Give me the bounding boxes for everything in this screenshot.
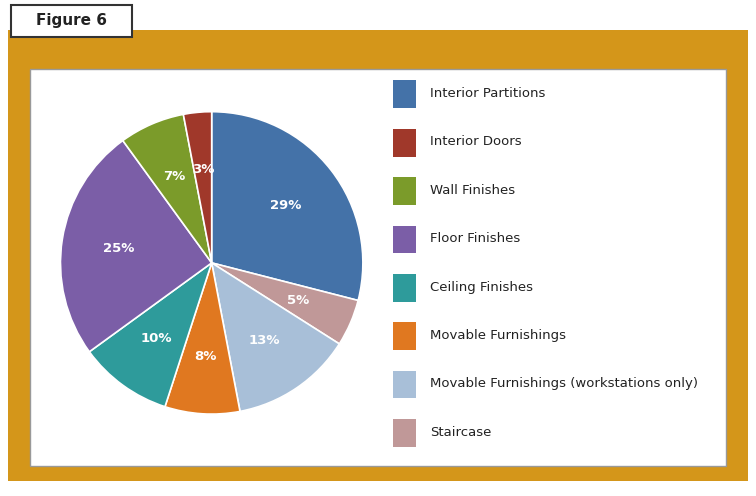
FancyBboxPatch shape [393, 419, 416, 447]
Text: Floor Finishes: Floor Finishes [429, 232, 520, 245]
Text: 13%: 13% [249, 334, 280, 347]
Text: 29%: 29% [270, 199, 302, 212]
Text: Movable Furnishings (workstations only): Movable Furnishings (workstations only) [429, 377, 698, 390]
Wedge shape [165, 263, 240, 414]
FancyBboxPatch shape [30, 69, 726, 466]
Wedge shape [212, 112, 363, 301]
Text: Interior Partitions: Interior Partitions [429, 87, 545, 100]
Wedge shape [122, 115, 212, 263]
Text: 3%: 3% [192, 163, 214, 176]
Wedge shape [212, 263, 339, 411]
FancyBboxPatch shape [393, 80, 416, 108]
Text: Movable Furnishings: Movable Furnishings [429, 329, 565, 342]
Wedge shape [60, 140, 212, 352]
Wedge shape [212, 263, 358, 344]
Wedge shape [184, 112, 212, 263]
FancyBboxPatch shape [393, 129, 416, 157]
Text: Ceiling Finishes: Ceiling Finishes [429, 281, 533, 294]
FancyBboxPatch shape [11, 5, 132, 37]
Text: 7%: 7% [163, 170, 185, 184]
Text: 10%: 10% [141, 332, 172, 345]
FancyBboxPatch shape [393, 371, 416, 398]
Text: 25%: 25% [104, 242, 135, 255]
Text: Interior Doors: Interior Doors [429, 135, 521, 148]
FancyBboxPatch shape [8, 30, 748, 481]
FancyBboxPatch shape [393, 322, 416, 350]
Text: 5%: 5% [287, 294, 309, 307]
Text: Figure 6: Figure 6 [36, 13, 107, 28]
FancyBboxPatch shape [393, 274, 416, 302]
FancyBboxPatch shape [393, 177, 416, 205]
FancyBboxPatch shape [393, 226, 416, 253]
Wedge shape [89, 263, 212, 407]
Text: Wall Finishes: Wall Finishes [429, 184, 515, 197]
Text: Staircase: Staircase [429, 426, 491, 438]
Text: 8%: 8% [194, 350, 217, 363]
